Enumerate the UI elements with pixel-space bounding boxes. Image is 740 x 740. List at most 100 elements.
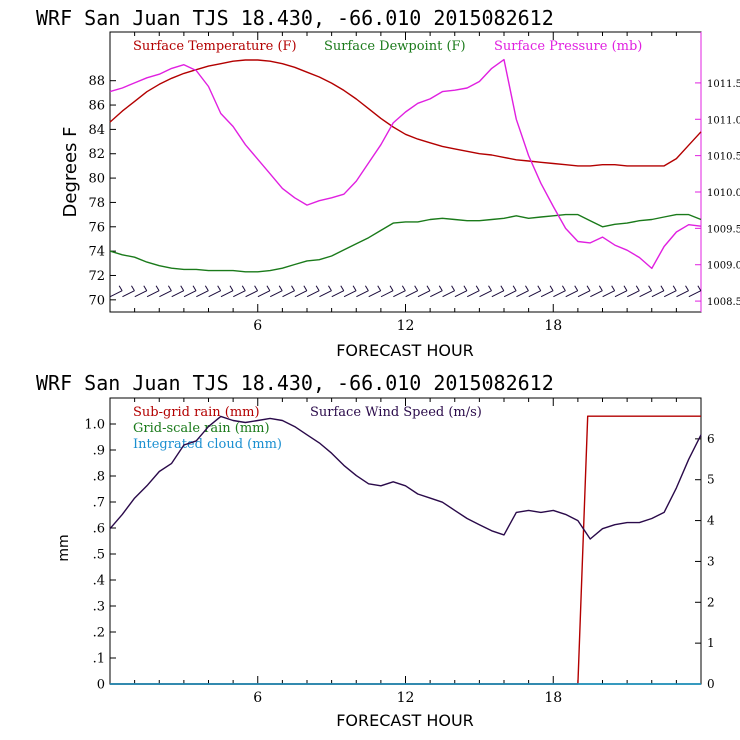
y-tick-label: 76 (88, 220, 105, 235)
y2-tick-label: 6 (707, 432, 715, 446)
wind-barb-flag (328, 285, 332, 291)
wind-barb (134, 290, 148, 298)
y2-tick-label: 5 (707, 473, 715, 487)
y2-tick-label: 1010.0 (707, 188, 740, 199)
bottom-legend-wind: Surface Wind Speed (m/s) (310, 405, 482, 420)
wind-barb (540, 290, 554, 298)
top-legend-temp: Surface Temperature (F) (133, 39, 297, 54)
wind-barb-flag (143, 285, 148, 291)
wind-barb (245, 290, 258, 298)
wind-barb-flag (500, 285, 505, 291)
wind-barb-flag (426, 285, 431, 291)
wind-barb (380, 290, 394, 298)
wind-barb-flag (389, 285, 394, 291)
wind-barb-flag (241, 285, 246, 291)
y2-tick-label: 1011.0 (707, 115, 740, 126)
wind-barb (233, 290, 246, 298)
y2-tick-label: 1010.5 (707, 152, 740, 163)
wind-barb-flag (303, 285, 308, 291)
wind-barb (430, 290, 443, 298)
y-tick-label: .4 (93, 574, 105, 589)
wind-barb-flag (525, 285, 529, 291)
y2-tick-label: 1 (707, 636, 715, 650)
bottom-legend-gridscale: Grid-scale rain (mm) (133, 421, 270, 436)
bottom-chart: WRF San Juan TJS 18.430, -66.010 2015082… (36, 371, 715, 730)
y-tick-label: 78 (88, 196, 105, 211)
bottom-x-axis-label: FORECAST HOUR (336, 711, 474, 730)
wind-barb-flag (254, 285, 259, 291)
wind-barb (528, 290, 542, 298)
y-tick-label: .7 (93, 496, 105, 511)
wind-barb (368, 290, 381, 298)
wind-barb (417, 290, 431, 298)
series-line-surface-temperature-f (109, 59, 702, 167)
bottom-y-axis-label: mm (56, 534, 72, 561)
wind-barb-flag (180, 285, 185, 291)
top-legend-dewpoint: Surface Dewpoint (F) (324, 39, 466, 54)
y-tick-label: 86 (88, 99, 105, 114)
wind-barb-flag (340, 285, 345, 291)
wind-barb (577, 290, 591, 298)
wind-barb-flag (192, 285, 197, 291)
wind-barb-flag (561, 285, 566, 291)
top-series (109, 58, 702, 273)
y-tick-label: 70 (88, 293, 105, 308)
wind-barb-flag (512, 285, 517, 291)
wind-barb (639, 290, 652, 298)
wind-barb-flag (685, 285, 689, 291)
wind-barb (516, 290, 529, 298)
wind-barb (614, 290, 628, 298)
wind-barb (651, 290, 665, 298)
wind-barb (159, 290, 172, 298)
bottom-series (109, 415, 702, 685)
wind-barb (454, 290, 468, 298)
y2-tick-label: 0 (707, 677, 715, 691)
wind-barb (171, 290, 184, 298)
wind-barb (676, 290, 689, 298)
x-tick-label: 6 (253, 690, 262, 706)
wind-barb-flag (611, 285, 616, 291)
wind-barb-flag (648, 285, 653, 291)
series-line-sub-grid-rain-mm (110, 415, 701, 685)
y-tick-label: 74 (88, 245, 105, 260)
y-tick-label: .2 (93, 626, 105, 641)
y-tick-label: .6 (93, 522, 105, 537)
wind-barb-flag (414, 285, 419, 291)
wind-barb-flag (574, 285, 579, 291)
wind-barb (688, 290, 702, 298)
y2-tick-label: 4 (707, 514, 715, 528)
wind-barb (109, 290, 123, 298)
wind-barb-flag (463, 285, 468, 291)
wind-barb-flag (623, 285, 628, 291)
top-legend-pressure: Surface Pressure (mb) (494, 39, 642, 54)
wind-barb-flag (217, 285, 222, 291)
wind-barb-flag (451, 285, 456, 291)
wind-barb (343, 290, 357, 298)
wind-barb (282, 290, 295, 298)
wind-barb-flag (118, 285, 123, 291)
bottom-chart-title: WRF San Juan TJS 18.430, -66.010 2015082… (36, 371, 554, 395)
y2-tick-label: 2 (707, 595, 715, 609)
wind-barb-flag (475, 285, 480, 291)
wind-barb-flag (537, 285, 542, 291)
y-tick-label: 0 (97, 678, 105, 693)
x-tick-label: 12 (397, 690, 415, 706)
wind-barb (602, 290, 615, 298)
y-tick-label: .8 (93, 470, 105, 485)
wind-barb (466, 290, 480, 298)
wind-barb (553, 290, 566, 298)
wind-barb-flag (635, 285, 640, 291)
y-tick-label: 1.0 (84, 418, 105, 433)
wind-barb (503, 290, 517, 298)
top-x-axis-label: FORECAST HOUR (336, 341, 474, 360)
wind-barb-flag (131, 285, 135, 291)
wind-barb (627, 290, 640, 298)
top-ticks: 6 12 18 70 72 74 76 78 80 82 84 86 88 1008.5 1009.0 100… (88, 32, 740, 334)
y2-tick-label: 1009.5 (707, 224, 740, 235)
wind-barb (220, 290, 234, 298)
y-tick-label: .1 (93, 652, 105, 667)
wind-barb-flag (364, 285, 369, 291)
wind-barb (196, 290, 209, 298)
wind-barb (590, 290, 603, 298)
